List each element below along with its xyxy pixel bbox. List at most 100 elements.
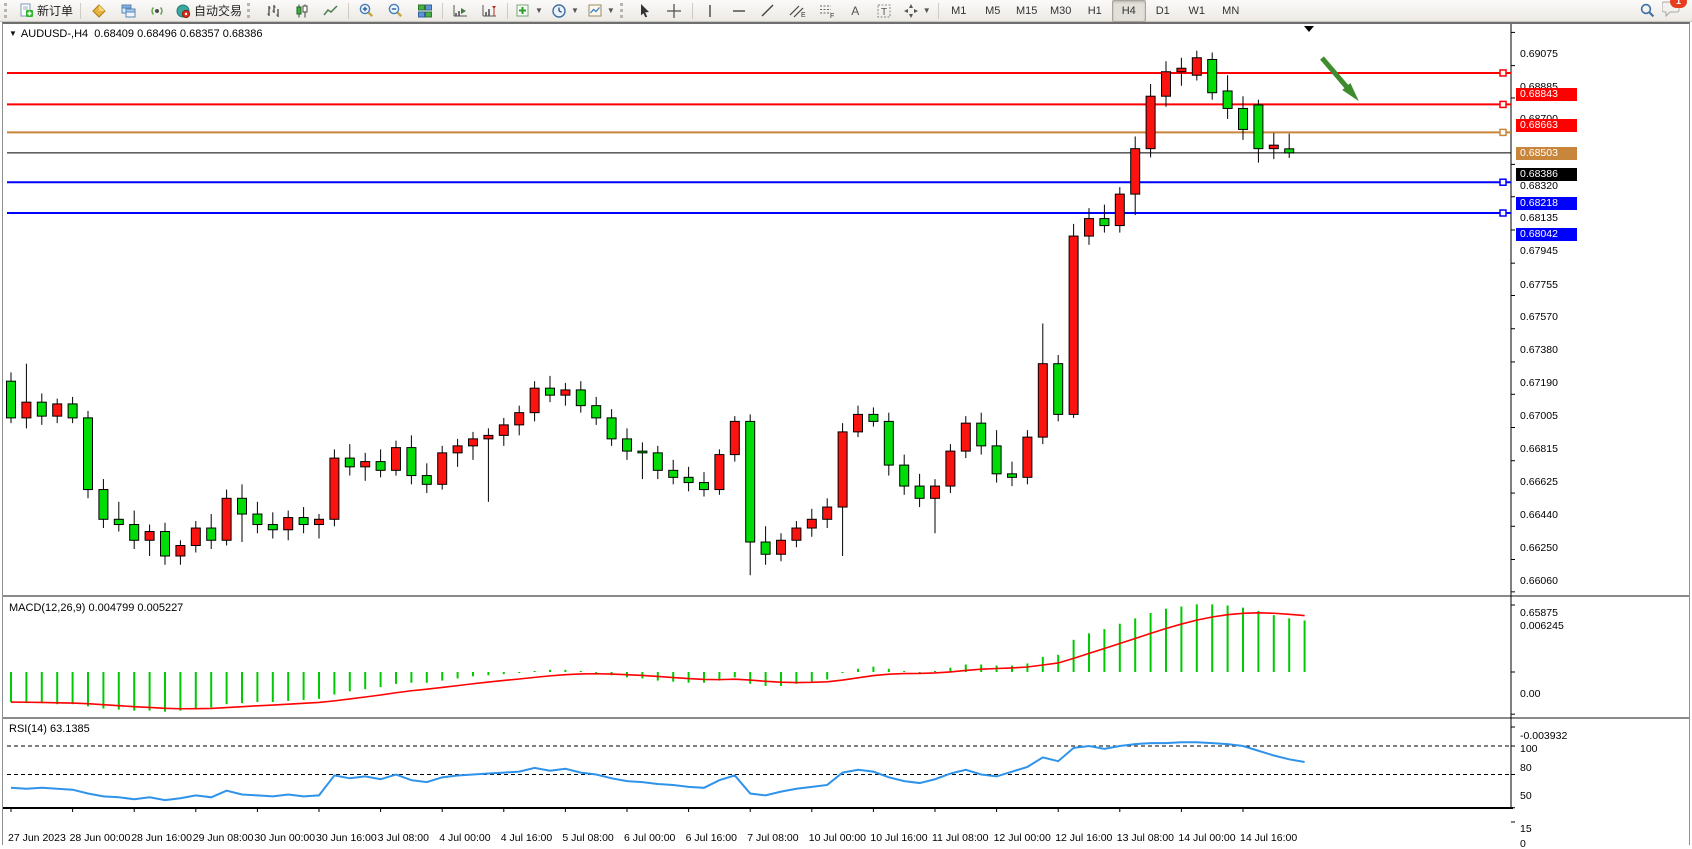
rsi-panel-separator[interactable] (3, 717, 1689, 719)
toolbar-grip[interactable] (247, 3, 255, 18)
symbol-dropdown-icon[interactable]: ▼ (9, 29, 17, 38)
candle-body (344, 457, 355, 468)
candle-body (329, 457, 340, 520)
search-button[interactable] (1633, 0, 1662, 22)
text-label-button[interactable]: T (870, 0, 899, 22)
candle-body (498, 424, 509, 436)
dropdown-caret-icon: ▼ (570, 6, 579, 15)
auto-trading-button[interactable]: 自动交易 (171, 0, 246, 22)
candle-body (406, 447, 417, 477)
timeframe-button-h4[interactable]: H4 (1111, 0, 1146, 22)
auto-trading-icon (175, 3, 191, 19)
new-order-button[interactable]: 新订单 (15, 0, 77, 22)
candle-body (1284, 148, 1295, 154)
templates-button[interactable]: ▼ (583, 0, 619, 22)
macd-panel-separator[interactable] (3, 595, 1689, 597)
toolbar-separator (442, 2, 444, 19)
price-axis-tick: 0.67380 (1520, 344, 1558, 357)
candle-body (976, 422, 987, 447)
candle-body (791, 527, 802, 541)
candle-body (1176, 67, 1187, 73)
timeframe-button-m15[interactable]: M15 (1016, 4, 1038, 17)
line-chart-button[interactable] (316, 0, 345, 22)
chart-shift-marker[interactable] (1304, 26, 1314, 32)
time-axis-label: 27 Jun 2023 (8, 832, 66, 844)
candlestick-chart-button[interactable] (287, 0, 316, 22)
rsi-line (10, 741, 1305, 802)
toolbar-grip[interactable] (4, 3, 12, 18)
time-axis-label: 14 Jul 16:00 (1240, 832, 1298, 844)
hline-end-marker[interactable] (1499, 209, 1507, 217)
time-axis-label: 5 Jul 08:00 (562, 832, 614, 844)
hline-end-marker[interactable] (1499, 69, 1507, 77)
auto-scroll-button[interactable] (446, 0, 475, 22)
annotation-arrow-shaft[interactable] (1320, 56, 1353, 94)
fibonacci-icon: F (818, 3, 835, 19)
candle-body (545, 387, 555, 396)
dropdown-caret-icon: ▼ (535, 6, 543, 15)
chart-ohlc-values: 0.68409 0.68496 0.68357 0.68386 (94, 28, 263, 40)
zoom-in-icon (358, 2, 375, 19)
candle-body (67, 403, 78, 419)
candle-body (1068, 235, 1079, 415)
channel-button[interactable]: E (783, 0, 812, 22)
svg-text:E: E (801, 12, 806, 19)
crosshair-button[interactable] (660, 0, 689, 22)
candle-body (806, 518, 817, 529)
rsi-value: 63.1385 (49, 723, 90, 735)
price-axis-tick: 0.66440 (1520, 508, 1558, 521)
time-axis-label: 3 Jul 08:00 (377, 832, 429, 844)
periods-button[interactable]: ▼ (547, 0, 583, 22)
trendline-button[interactable] (754, 0, 783, 22)
hline-end-marker[interactable] (1499, 100, 1507, 109)
toolbar-separator (937, 2, 939, 19)
timeframe-button-d1[interactable]: D1 (1155, 4, 1170, 17)
horizontal-line-button[interactable] (725, 0, 754, 22)
macd-panel-title: MACD(12,26,9) 0.004799 0.005227 (9, 602, 183, 614)
price-badge-0.68503: 0.68503 (1516, 147, 1577, 161)
line-chart-icon (322, 3, 339, 19)
market-watch-button[interactable] (84, 0, 113, 22)
price-badge-0.68386: 0.68386 (1516, 167, 1577, 181)
annotation-arrow-head[interactable] (1342, 83, 1359, 102)
candle-body (560, 389, 571, 396)
timeframe-button-mn[interactable]: MN (1222, 4, 1240, 17)
candle-body (452, 445, 463, 454)
candle-body (206, 527, 217, 541)
price-axis-tick: 0.66815 (1520, 443, 1558, 455)
bar-chart-button[interactable] (258, 0, 287, 22)
candle-body (113, 518, 124, 526)
candle-body (483, 434, 494, 440)
chart-shift-button[interactable] (475, 0, 504, 22)
indicators-button[interactable]: ▼ (511, 0, 547, 22)
hline-end-marker[interactable] (1499, 128, 1507, 137)
price-badge-0.68218: 0.68218 (1516, 197, 1577, 211)
timeframe-button-m30[interactable]: M30 (1050, 4, 1072, 17)
timeframe-button-m1[interactable]: M1 (951, 4, 967, 17)
terminal-windows-button[interactable] (113, 0, 142, 22)
arrows-button[interactable]: ▼ (899, 0, 935, 22)
timeframe-button-m5[interactable]: M5 (985, 4, 1001, 17)
timeframe-button-h1[interactable]: H1 (1087, 4, 1102, 17)
chart-window[interactable]: ▼ AUDUSD-,H4 0.68409 0.68496 0.68357 0.68… (2, 22, 1690, 849)
bar-chart-icon (265, 3, 281, 19)
zoom-in-button[interactable] (352, 0, 381, 22)
timeframe-button-w1[interactable]: W1 (1188, 4, 1205, 17)
price-chart-svg[interactable] (3, 24, 1689, 845)
toolbar-grip[interactable] (619, 3, 628, 18)
cursor-button[interactable] (631, 0, 660, 22)
zoom-out-button[interactable] (381, 0, 410, 22)
rsi-axis-tick: 0 (1520, 837, 1526, 849)
candle-body (83, 417, 93, 491)
chat-button[interactable]: 1 (1661, 0, 1687, 22)
candle-body (714, 454, 725, 491)
hline-end-marker[interactable] (1499, 178, 1507, 186)
time-axis-strip[interactable] (3, 844, 1689, 849)
fibonacci-button[interactable]: F (812, 0, 841, 22)
indicators-icon (515, 3, 531, 19)
tile-windows-button[interactable] (410, 0, 439, 22)
text-button[interactable]: A (841, 0, 870, 22)
vertical-line-button[interactable] (696, 0, 725, 22)
signals-button[interactable] (142, 0, 171, 22)
